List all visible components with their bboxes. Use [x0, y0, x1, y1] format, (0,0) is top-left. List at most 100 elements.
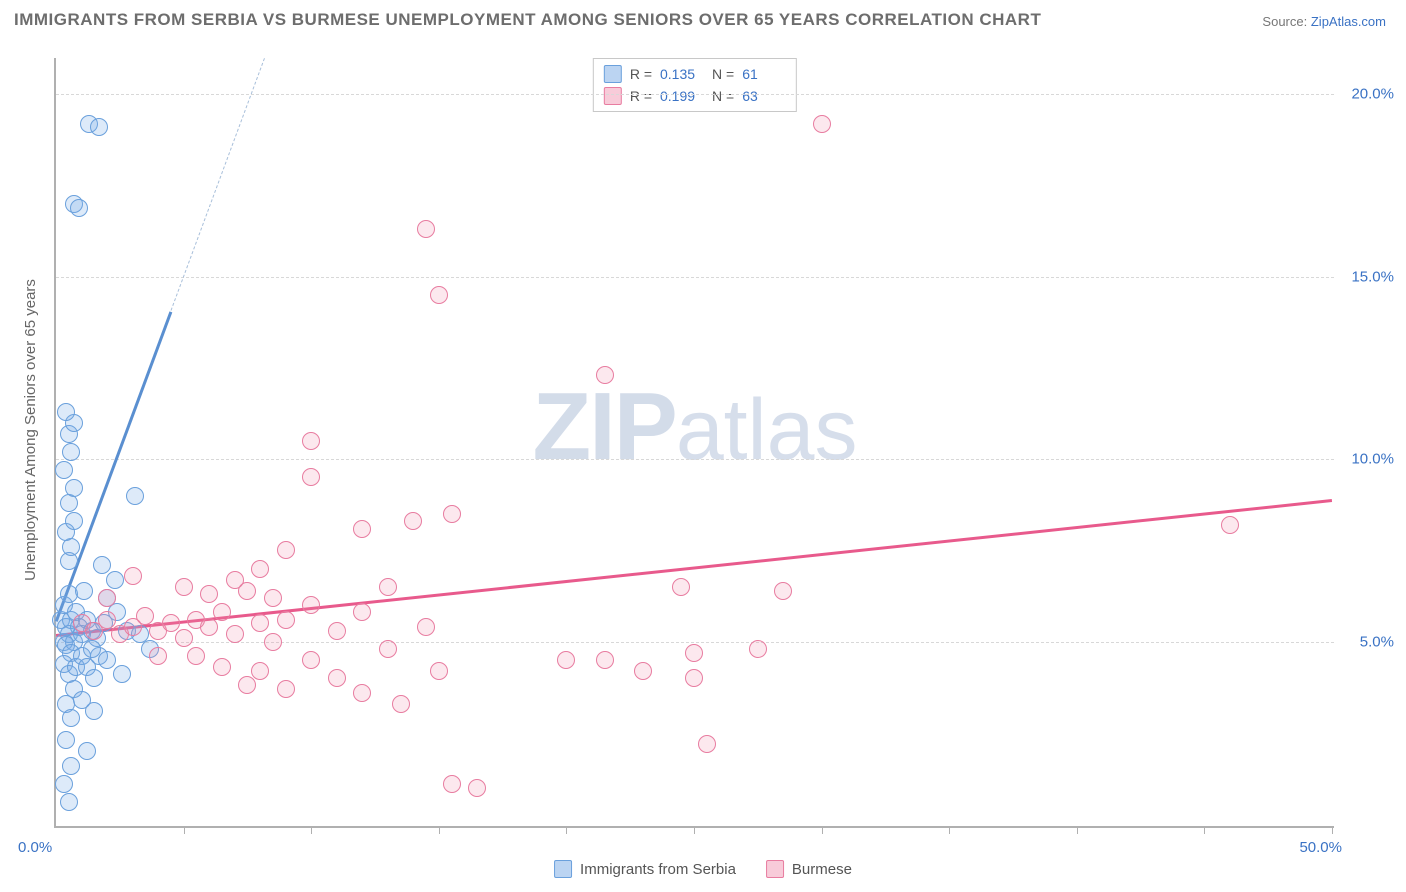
y-axis-label: Unemployment Among Seniors over 65 years: [22, 279, 39, 581]
data-point: [226, 625, 244, 643]
source-link[interactable]: ZipAtlas.com: [1311, 14, 1386, 29]
gridline: [56, 459, 1334, 460]
data-point: [685, 644, 703, 662]
data-point: [277, 611, 295, 629]
stat-label-n: N =: [712, 63, 734, 85]
data-point: [328, 669, 346, 687]
data-point: [113, 665, 131, 683]
data-point: [277, 541, 295, 559]
gridline: [56, 94, 1334, 95]
data-point: [70, 199, 88, 217]
data-point: [392, 695, 410, 713]
data-point: [65, 479, 83, 497]
data-point: [443, 505, 461, 523]
data-point: [200, 618, 218, 636]
data-point: [175, 629, 193, 647]
data-point: [75, 582, 93, 600]
bottom-legend: Immigrants from Serbia Burmese: [554, 860, 852, 878]
legend-swatch-serbia: [554, 860, 572, 878]
x-tick: [566, 826, 567, 834]
stat-label-n2: N =: [712, 85, 734, 107]
data-point: [78, 742, 96, 760]
stat-r-serbia: 0.135: [660, 63, 704, 85]
trend-line: [56, 499, 1332, 636]
data-point: [213, 658, 231, 676]
x-tick: [694, 826, 695, 834]
data-point: [443, 775, 461, 793]
data-point: [149, 647, 167, 665]
data-point: [162, 614, 180, 632]
stat-label-r2: R =: [630, 85, 652, 107]
watermark: ZIPatlas: [532, 372, 857, 482]
data-point: [187, 647, 205, 665]
x-tick: [822, 826, 823, 834]
data-point: [774, 582, 792, 600]
legend-label-serbia: Immigrants from Serbia: [580, 861, 736, 878]
gridline: [56, 277, 1334, 278]
data-point: [328, 622, 346, 640]
plot-area: ZIPatlas R = 0.135 N = 61 R = 0.199 N = …: [54, 58, 1334, 828]
chart-container: IMMIGRANTS FROM SERBIA VS BURMESE UNEMPL…: [0, 0, 1406, 892]
data-point: [60, 793, 78, 811]
data-point: [302, 596, 320, 614]
data-point: [634, 662, 652, 680]
x-tick: [1332, 826, 1333, 834]
x-tick: [949, 826, 950, 834]
data-point: [213, 603, 231, 621]
data-point: [55, 461, 73, 479]
data-point: [353, 520, 371, 538]
data-point: [93, 556, 111, 574]
data-point: [251, 614, 269, 632]
stats-legend-box: R = 0.135 N = 61 R = 0.199 N = 63: [593, 58, 797, 112]
data-point: [124, 567, 142, 585]
data-point: [698, 735, 716, 753]
data-point: [302, 651, 320, 669]
x-tick: [1077, 826, 1078, 834]
data-point: [226, 571, 244, 589]
legend-item-serbia: Immigrants from Serbia: [554, 860, 736, 878]
data-point: [430, 286, 448, 304]
data-point: [62, 443, 80, 461]
source-attribution: Source: ZipAtlas.com: [1262, 14, 1386, 29]
source-label: Source:: [1262, 14, 1307, 29]
x-tick: [184, 826, 185, 834]
watermark-bold: ZIP: [532, 373, 675, 480]
x-tick: [311, 826, 312, 834]
data-point: [126, 487, 144, 505]
data-point: [264, 633, 282, 651]
data-point: [98, 611, 116, 629]
watermark-light: atlas: [676, 382, 858, 478]
legend-item-burmese: Burmese: [766, 860, 852, 878]
trend-line: [170, 58, 264, 310]
data-point: [302, 432, 320, 450]
data-point: [557, 651, 575, 669]
data-point: [62, 757, 80, 775]
data-point: [379, 640, 397, 658]
x-tick: [439, 826, 440, 834]
data-point: [685, 669, 703, 687]
y-tick-label: 5.0%: [1340, 633, 1394, 650]
data-point: [1221, 516, 1239, 534]
data-point: [417, 220, 435, 238]
legend-swatch-burmese: [766, 860, 784, 878]
data-point: [200, 585, 218, 603]
data-point: [98, 651, 116, 669]
data-point: [98, 589, 116, 607]
stats-row-burmese: R = 0.199 N = 63: [604, 85, 786, 107]
data-point: [175, 578, 193, 596]
data-point: [238, 676, 256, 694]
data-point: [379, 578, 397, 596]
data-point: [813, 115, 831, 133]
data-point: [85, 669, 103, 687]
data-point: [353, 603, 371, 621]
data-point: [62, 709, 80, 727]
data-point: [430, 662, 448, 680]
stat-r-burmese: 0.199: [660, 85, 704, 107]
data-point: [85, 702, 103, 720]
data-point: [749, 640, 767, 658]
data-point: [264, 589, 282, 607]
data-point: [136, 607, 154, 625]
stat-n-burmese: 63: [742, 85, 786, 107]
x-max-label: 50.0%: [1299, 839, 1342, 856]
swatch-burmese: [604, 87, 622, 105]
